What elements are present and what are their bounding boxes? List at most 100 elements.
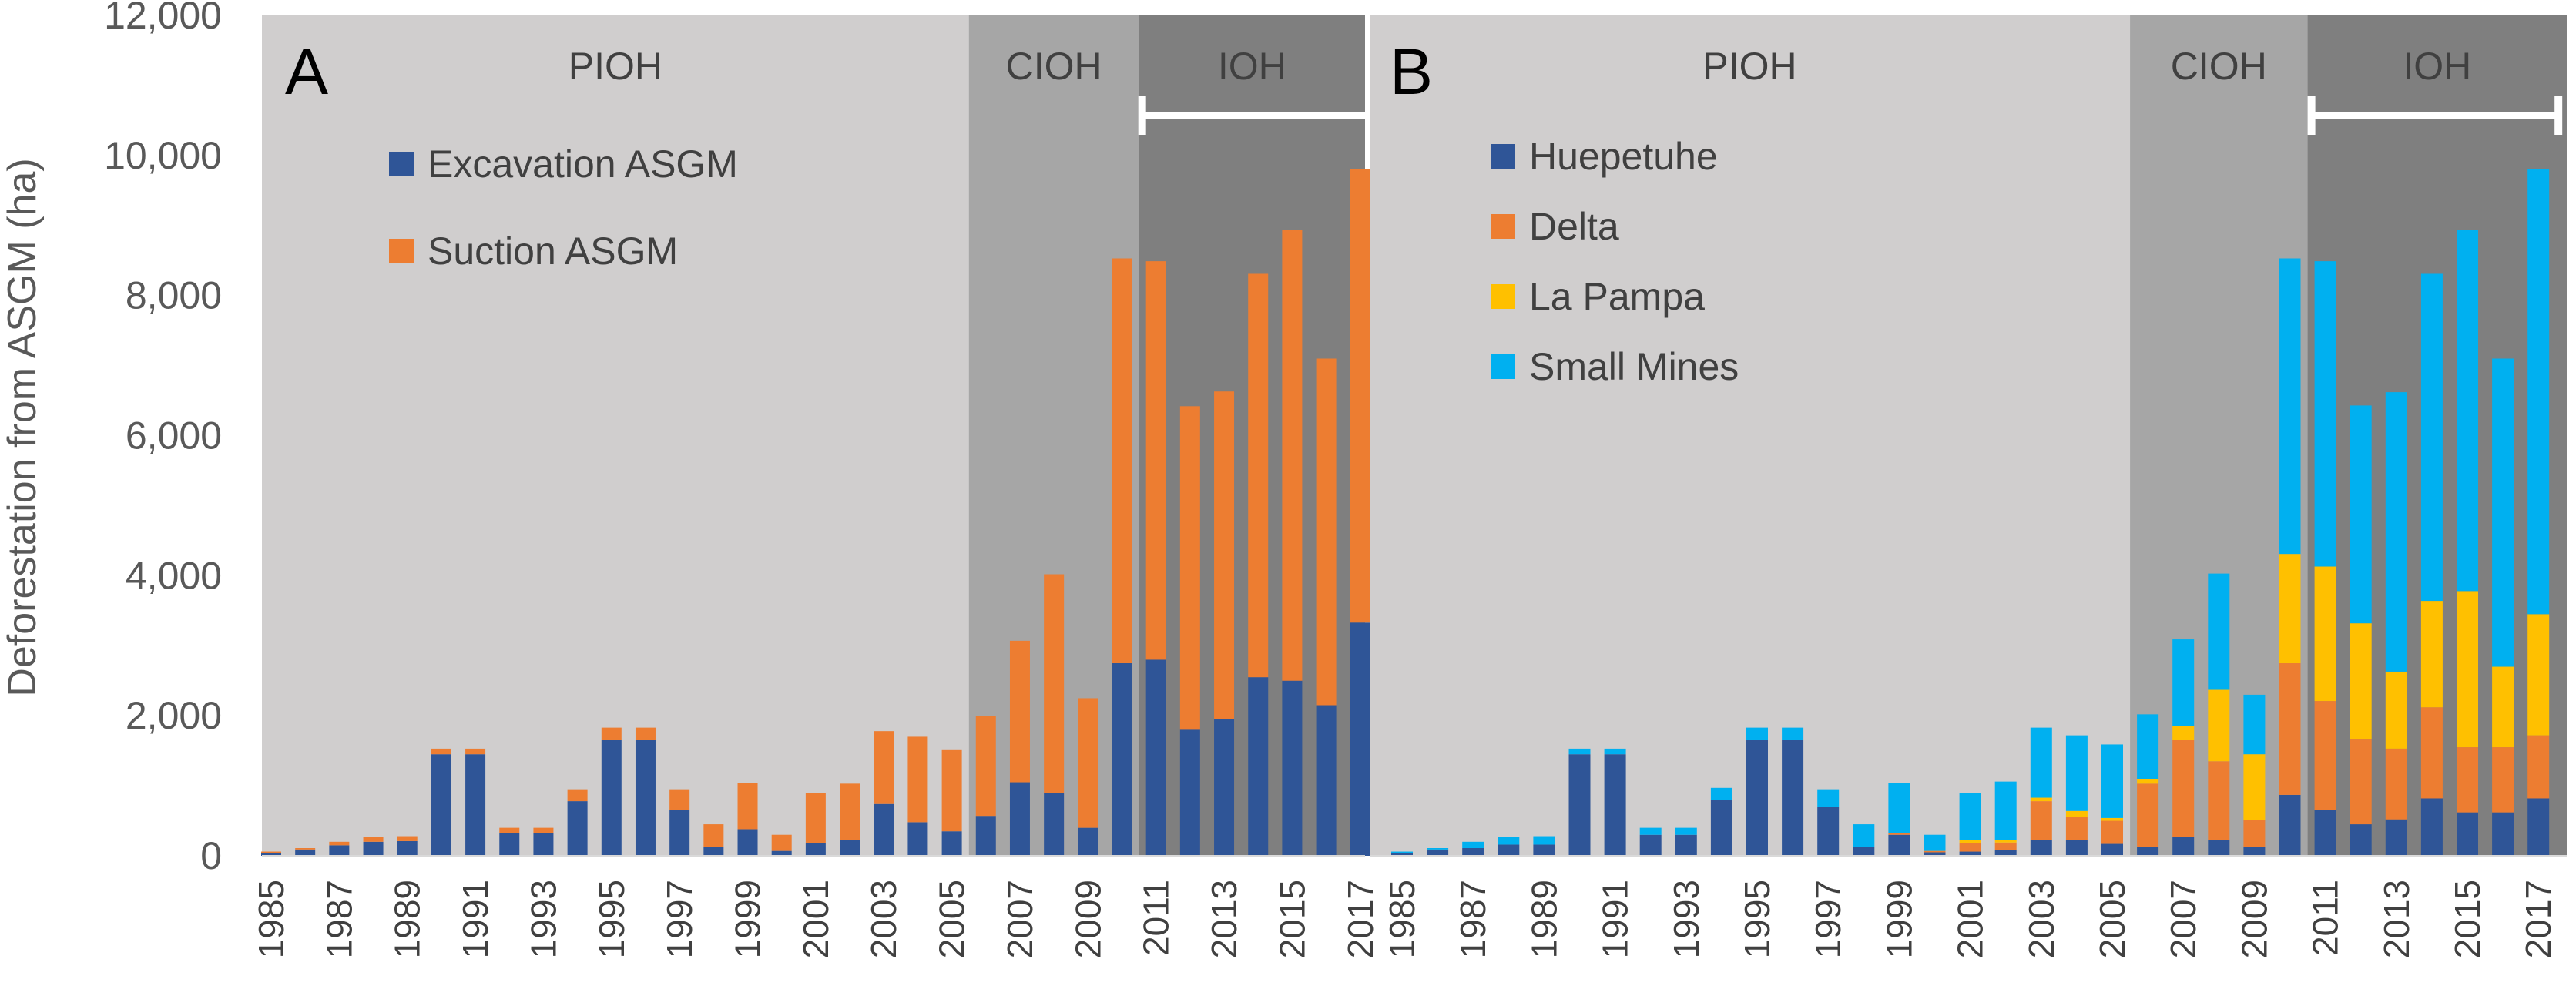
bar-segment [499,827,520,833]
bar-segment [2137,847,2159,856]
legend-label: Excavation ASGM [428,143,738,186]
bar-segment [1888,783,1910,833]
legend-label: Suction ASGM [428,230,678,273]
bar-segment [2492,666,2514,748]
bar-segment [2457,812,2478,856]
x-tick-label: 1995 [1737,880,1777,958]
x-tick-label: 2001 [1950,880,1991,958]
bar-segment [1282,680,1303,856]
bar-segment [1427,849,1449,856]
era-label: CIOH [2171,45,2267,88]
bar-segment [2492,358,2514,667]
bar-segment [1498,844,1520,856]
bar-segment [1044,793,1065,856]
bar-segment [941,749,962,832]
bar-segment [431,748,451,755]
x-tick-label: 2003 [864,880,904,958]
bar-segment [1853,824,1875,847]
bar-segment [771,834,792,851]
bar-segment [1214,719,1235,856]
bar-segment [771,850,792,856]
bar-segment [2208,689,2230,762]
bar-segment [874,803,894,856]
bar-segment [2457,230,2478,592]
bar-segment [1924,850,1946,853]
bar-segment [2314,810,2336,856]
bar-segment [1044,574,1065,793]
bar-segment [2457,591,2478,748]
bar-segment [2243,820,2266,847]
bar-segment [1533,844,1555,856]
x-tick-label: 1999 [728,880,768,958]
legend-swatch [1491,284,1515,309]
panel-a-bars [261,169,1370,857]
bar-segment [975,716,996,817]
bar-segment [1350,622,1370,856]
panel-b-legend: Huepetuhe Delta La Pampa Small Mines [1491,135,1739,388]
bar-segment [499,832,520,856]
bar-segment [567,789,588,802]
y-tick-label: 12,000 [104,0,222,37]
x-tick-label: 2003 [2021,880,2061,958]
x-tick-label: 2017 [1340,880,1380,958]
bar-segment [874,731,894,804]
bar-segment [261,853,281,856]
bar-segment [2172,726,2195,740]
bar-segment [397,836,418,841]
bar-segment [2030,727,2052,798]
bar-segment [2492,747,2514,813]
bar-segment [2030,840,2052,856]
bar-segment [1145,659,1166,856]
panel-b-bars [1370,169,2567,857]
bar-segment [1924,834,1946,851]
x-tick-label: 2009 [1068,880,1108,958]
bar-segment [1179,729,1200,856]
y-axis-title: Deforestation from ASGM (ha) [0,158,45,696]
bar-segment [1746,739,1768,856]
bar-segment [1248,273,1269,678]
legend-swatch [1491,214,1515,239]
x-tick-label: 1991 [1595,880,1635,958]
bar-segment [533,832,554,856]
bar-segment [2065,840,2088,856]
bar-segment [1994,842,2017,850]
bar-segment [1782,739,1804,856]
x-tick-label: 2011 [2306,880,2346,956]
bar-segment [1145,261,1166,660]
bar-segment [669,789,690,810]
bar-segment [703,824,724,847]
bar-segment [2314,261,2336,567]
era-band-pioh [262,15,969,856]
bar-segment [1248,677,1269,856]
panel-b-letter: B [1390,35,1433,108]
era-label: PIOH [1702,45,1796,88]
bar-segment [431,754,451,856]
legend-label: Huepetuhe [1529,135,1718,178]
panel-b-ioh-bracket [2307,96,2563,135]
bar-segment [2350,824,2372,856]
x-tick-label: 1993 [523,880,563,958]
era-label: IOH [1218,45,1286,88]
bar-segment [1009,782,1030,856]
bar-segment [2350,623,2372,740]
y-tick-label: 6,000 [126,414,222,458]
bar-segment [1782,727,1804,740]
bar-segment [1888,832,1910,835]
bar-segment [1568,748,1591,755]
bar-segment [1112,662,1132,856]
bar-segment [1179,406,1200,730]
x-tick-label: 2007 [1000,880,1040,958]
bar-segment [2137,714,2159,779]
bar-segment [1817,807,1840,856]
bar-segment [397,840,418,856]
bar-segment [1639,834,1662,856]
bar-segment [2420,707,2443,799]
era-label: IOH [2403,45,2471,88]
bar-segment [1924,852,1946,856]
bar-segment [601,727,622,740]
bar-segment [1316,705,1337,856]
x-tick-label: 1993 [1666,880,1706,958]
bar-segment [2457,747,2478,813]
bar-segment [805,843,826,856]
